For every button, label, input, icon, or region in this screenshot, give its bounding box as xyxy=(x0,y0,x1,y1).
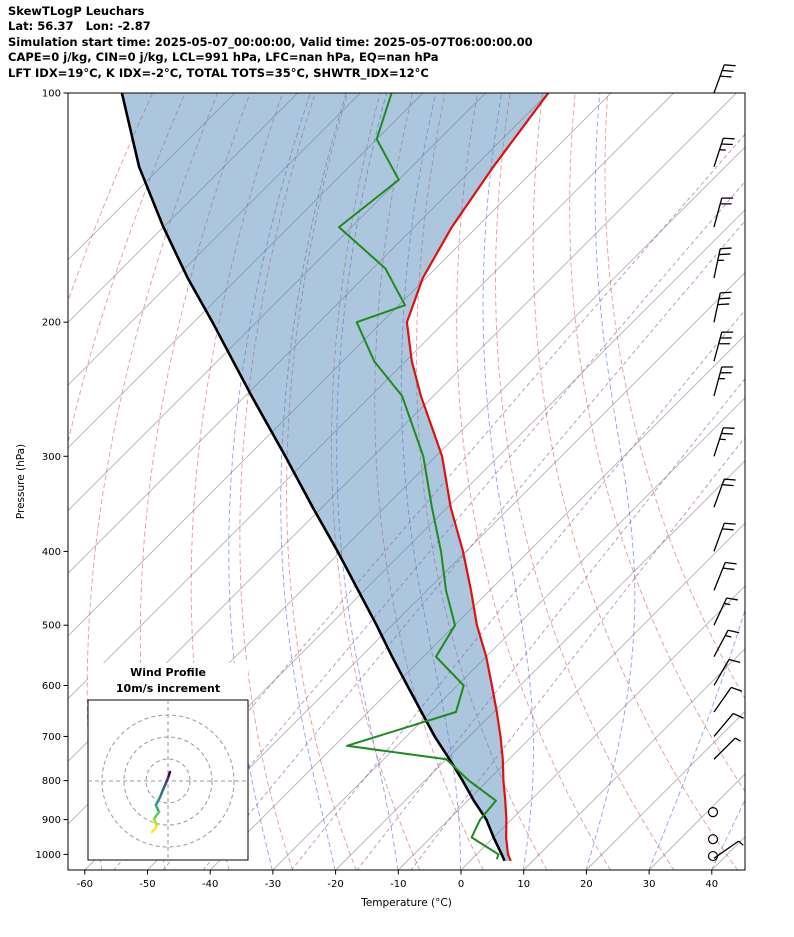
temperature-tick-label: 0 xyxy=(458,879,464,890)
dewpoint-line xyxy=(338,93,500,860)
pressure-tick-label: 600 xyxy=(42,681,61,692)
pressure-tick-label: 800 xyxy=(42,776,61,787)
temperature-tick-label: -40 xyxy=(202,879,218,890)
calm-wind-circle xyxy=(707,834,719,845)
pressure-tick-label: 700 xyxy=(42,732,61,743)
hodograph-ring xyxy=(145,758,191,804)
wind-barb xyxy=(713,197,734,228)
pressure-tick-label: 400 xyxy=(42,547,61,558)
wind-barb xyxy=(713,291,732,323)
temperature-tick-label: -60 xyxy=(77,879,93,890)
wind-barb xyxy=(713,712,744,737)
temperature-tick-label: -50 xyxy=(139,879,155,890)
temperature-tick-label: 30 xyxy=(643,879,656,890)
header-times: Simulation start time: 2025-05-07_00:00:… xyxy=(8,34,533,49)
axes: 1002003004005006007008009001000Pressure … xyxy=(15,89,746,909)
temperature-tick-label: -10 xyxy=(390,879,406,890)
pressure-tick-label: 900 xyxy=(42,815,61,826)
hodograph-title: Wind Profile xyxy=(130,666,206,679)
header-latlon: Lat: 56.37 Lon: -2.87 xyxy=(8,19,151,34)
calm-wind-circle xyxy=(707,807,719,818)
temperature-axis: -60 -50 -40 -30 -20 -10 0 10 20 30 40 Temperature (… xyxy=(77,870,718,909)
wind-barb xyxy=(713,427,735,457)
wind-barb xyxy=(713,64,736,94)
pressure-tick-label: 500 xyxy=(42,621,61,632)
pressure-tick-label: 200 xyxy=(42,318,61,329)
wind-barb xyxy=(713,522,736,552)
cape-cin-shading xyxy=(121,93,549,861)
temperature-axis-title: Temperature (°C) xyxy=(360,897,452,909)
wind-barb xyxy=(713,597,739,626)
parcel-reference-line xyxy=(120,93,506,862)
temperature-tick-label: 10 xyxy=(517,879,530,890)
hodograph-inset: Wind Profile 10m/s increment xyxy=(87,663,249,861)
wind-barb xyxy=(713,331,734,362)
moist-adiabats xyxy=(228,93,745,870)
hodograph-ring xyxy=(123,736,213,826)
hodograph-trace xyxy=(150,770,172,834)
wind-barb xyxy=(713,366,734,397)
wind-barb xyxy=(713,737,741,760)
pressure-axis: 100 200 300 400 500 600 700 800 900 1000 Pressure … xyxy=(15,89,68,861)
wind-barb xyxy=(713,629,740,658)
wind-barb-column xyxy=(707,64,744,862)
wind-barb xyxy=(713,478,736,508)
wind-barb xyxy=(713,686,743,713)
wind-barb xyxy=(713,658,741,686)
chart-title: SkewTLogP Leuchars xyxy=(8,4,145,18)
temperature-tick-label: 40 xyxy=(705,879,718,890)
hodograph-ring xyxy=(101,714,235,848)
temperature-tick-label: -20 xyxy=(327,879,343,890)
pressure-axis-title: Pressure (hPa) xyxy=(15,444,27,519)
pressure-tick-label: 100 xyxy=(42,89,61,100)
temperature-tick-label: -30 xyxy=(265,879,281,890)
wind-barb xyxy=(713,137,735,167)
wind-barb xyxy=(713,247,732,279)
temperature-tick-label: 20 xyxy=(580,879,593,890)
header-cape-cin: CAPE=0 j/kg, CIN=0 j/kg, LCL=991 hPa, LF… xyxy=(8,50,439,65)
wind-barb xyxy=(713,840,744,859)
pressure-tick-label: 300 xyxy=(42,452,61,463)
hodograph-subtitle: 10m/s increment xyxy=(116,682,220,695)
temperature-line xyxy=(405,93,550,862)
header-indices: LFT IDX=19°C, K IDX=-2°C, TOTAL TOTS=35°… xyxy=(8,65,429,80)
pressure-tick-label: 1000 xyxy=(36,850,61,861)
chart-header: SkewTLogP Leuchars Lat: 56.37 Lon: -2.87… xyxy=(8,4,533,81)
wind-barb xyxy=(713,561,737,591)
